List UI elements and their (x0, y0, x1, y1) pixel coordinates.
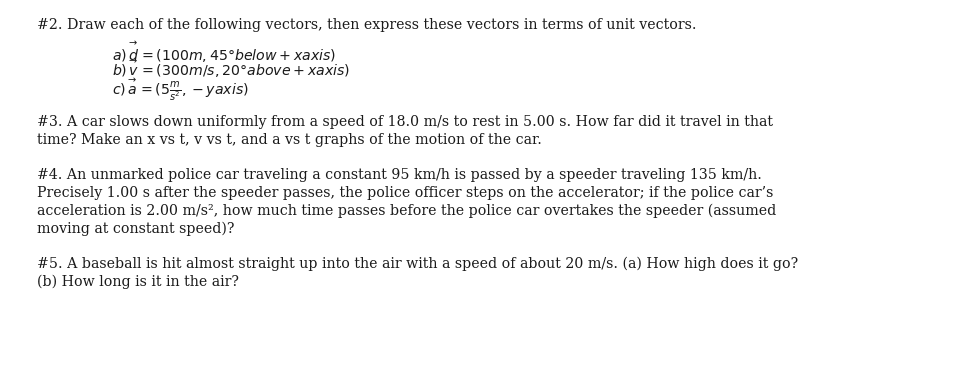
Text: #3. A car slows down uniformly from a speed of 18.0 m/s to rest in 5.00 s. How f: #3. A car slows down uniformly from a sp… (37, 115, 773, 129)
Text: $\mathit{b) }$$\overset{\rightarrow}{\mathit{v}}$$\mathit{ = (300 m/s, 20° above: $\mathit{b) }$$\overset{\rightarrow}{\ma… (112, 58, 351, 80)
Text: acceleration is 2.00 m/s², how much time passes before the police car overtakes : acceleration is 2.00 m/s², how much time… (37, 204, 776, 218)
Text: $\mathit{a) }$$\overset{\rightarrow}{\mathit{d}}$$\mathit{ = (100 m, 45° below +: $\mathit{a) }$$\overset{\rightarrow}{\ma… (112, 40, 336, 65)
Text: #2. Draw each of the following vectors, then express these vectors in terms of u: #2. Draw each of the following vectors, … (37, 18, 696, 32)
Text: (b) How long is it in the air?: (b) How long is it in the air? (37, 275, 239, 290)
Text: Precisely 1.00 s after the speeder passes, the police officer steps on the accel: Precisely 1.00 s after the speeder passe… (37, 186, 773, 200)
Text: moving at constant speed)?: moving at constant speed)? (37, 222, 235, 236)
Text: #5. A baseball is hit almost straight up into the air with a speed of about 20 m: #5. A baseball is hit almost straight up… (37, 257, 798, 272)
Text: time? Make an x vs t, v vs t, and a vs t graphs of the motion of the car.: time? Make an x vs t, v vs t, and a vs t… (37, 133, 542, 147)
Text: #4. An unmarked police car traveling a constant 95 km/h is passed by a speeder t: #4. An unmarked police car traveling a c… (37, 168, 762, 182)
Text: $\mathit{c) }$$\overset{\rightarrow}{\mathit{a}}$$\mathit{ = (5}$$\frac{m}{s^2}$: $\mathit{c) }$$\overset{\rightarrow}{\ma… (112, 76, 249, 103)
